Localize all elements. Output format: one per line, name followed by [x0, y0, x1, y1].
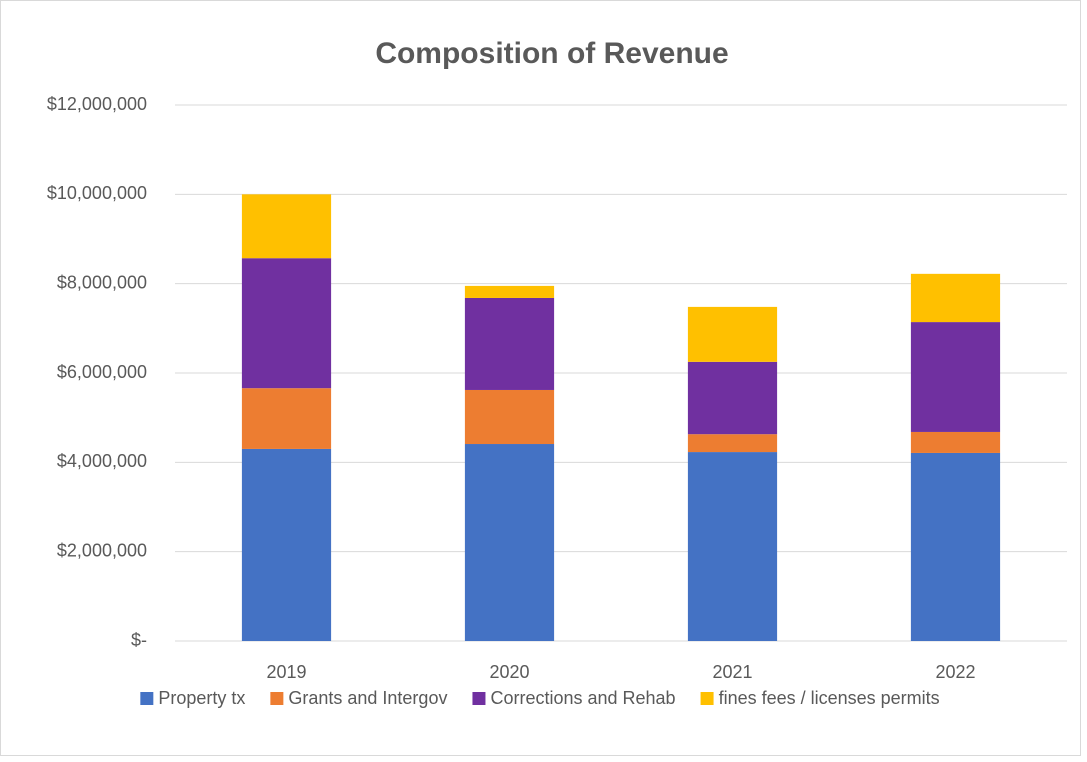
legend-swatch: [700, 692, 714, 705]
bar-segment: [687, 452, 778, 641]
x-tick-label: 2022: [935, 662, 975, 682]
bar-segment: [910, 273, 1001, 323]
bar-segment: [464, 297, 555, 390]
bar-segment: [241, 194, 332, 259]
legend-label: Property tx: [158, 688, 245, 708]
legend-label: Grants and Intergov: [288, 688, 447, 708]
chart-title: Composition of Revenue: [375, 37, 728, 70]
x-tick-label: 2019: [266, 662, 306, 682]
legend-swatch: [270, 692, 284, 705]
x-tick-label: 2021: [712, 662, 752, 682]
bar-segment: [687, 361, 778, 435]
y-tick-label: $10,000,000: [47, 183, 147, 203]
bar-segment: [241, 448, 332, 641]
bar-segment: [910, 322, 1001, 432]
legend-swatch: [140, 692, 154, 705]
y-tick-label: $2,000,000: [57, 540, 147, 560]
bar-segment: [687, 306, 778, 362]
y-tick-label: $-: [131, 630, 147, 650]
bar-segment: [464, 444, 555, 641]
legend-label: fines fees / licenses permits: [719, 688, 940, 708]
y-tick-label: $6,000,000: [57, 362, 147, 382]
y-tick-label: $12,000,000: [47, 94, 147, 114]
legend-label: Corrections and Rehab: [490, 688, 675, 708]
bar-segment: [241, 388, 332, 449]
y-tick-label: $8,000,000: [57, 272, 147, 292]
bar-segment: [241, 258, 332, 389]
legend-swatch: [472, 692, 486, 705]
y-tick-label: $4,000,000: [57, 451, 147, 471]
bar-segment: [910, 431, 1001, 453]
bar-segment: [910, 452, 1001, 641]
x-tick-label: 2020: [489, 662, 529, 682]
bar-segment: [464, 389, 555, 445]
bar-segment: [687, 434, 778, 453]
bar-segment: [464, 285, 555, 298]
